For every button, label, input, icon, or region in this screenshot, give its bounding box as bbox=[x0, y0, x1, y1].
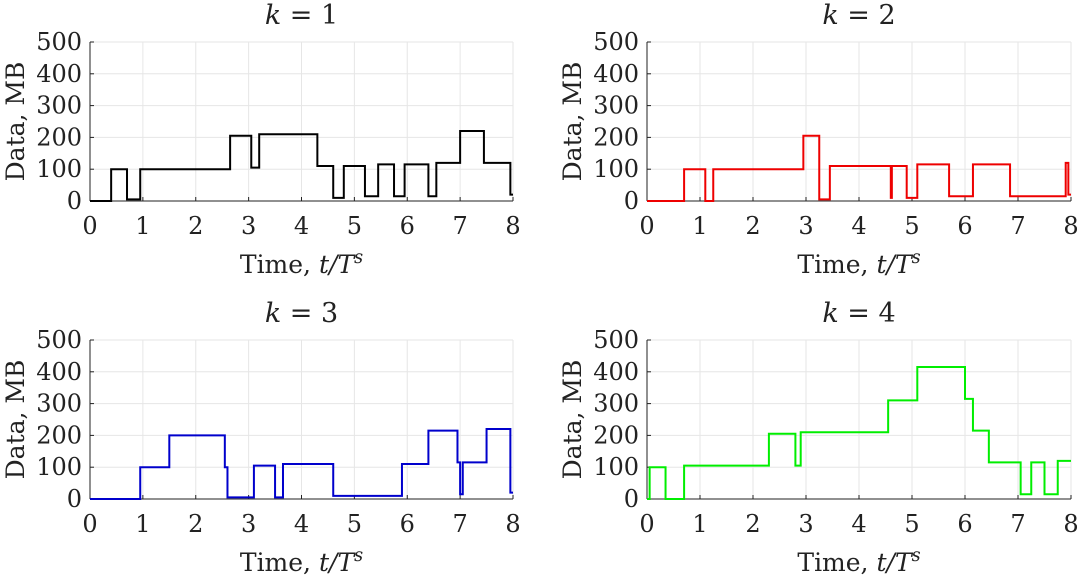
x-tick-label: 5 bbox=[904, 510, 919, 538]
y-tick-label: 400 bbox=[593, 60, 639, 88]
x-tick-label: 7 bbox=[452, 510, 467, 538]
x-tick-label: 5 bbox=[347, 510, 362, 538]
x-tick-label: 0 bbox=[82, 510, 97, 538]
chart-panel-3: 0 1 2 3 4 5 6 7 8 0 100 200 300 400 500 k = 3 Time, t/Ts… bbox=[1, 298, 521, 577]
y-tick-label: 200 bbox=[593, 123, 639, 151]
y-tick-label: 100 bbox=[36, 453, 82, 481]
x-tick-label: 7 bbox=[1010, 510, 1025, 538]
x-tick-label: 2 bbox=[745, 212, 760, 240]
y-axis-label: Data, MB bbox=[1, 62, 30, 182]
x-tick-label: 2 bbox=[188, 212, 203, 240]
y-tick-label: 400 bbox=[36, 60, 82, 88]
x-tick-label: 2 bbox=[745, 510, 760, 538]
x-tick-label: 8 bbox=[505, 212, 520, 240]
y-tick-label: 100 bbox=[593, 155, 639, 183]
y-tick-label: 300 bbox=[36, 92, 82, 120]
y-tick-label: 300 bbox=[593, 390, 639, 418]
y-tick-label: 500 bbox=[36, 28, 82, 56]
y-tick-label: 0 bbox=[624, 485, 639, 513]
y-tick-label: 200 bbox=[593, 421, 639, 449]
x-tick-label: 3 bbox=[241, 510, 256, 538]
x-axis-label: Time, t/Ts bbox=[240, 248, 363, 279]
x-tick-label: 1 bbox=[135, 510, 150, 538]
y-tick-label: 0 bbox=[624, 187, 639, 215]
x-tick-label: 3 bbox=[798, 212, 813, 240]
x-tick-label: 4 bbox=[294, 510, 309, 538]
x-tick-label: 3 bbox=[798, 510, 813, 538]
x-tick-label: 5 bbox=[904, 212, 919, 240]
series-line bbox=[90, 130, 513, 202]
x-tick-label: 8 bbox=[1063, 510, 1078, 538]
y-tick-label: 400 bbox=[593, 358, 639, 386]
x-tick-label: 4 bbox=[851, 212, 866, 240]
y-tick-label: 200 bbox=[36, 123, 82, 151]
y-tick-label: 300 bbox=[593, 92, 639, 120]
y-tick-label: 200 bbox=[36, 421, 82, 449]
x-tick-label: 8 bbox=[1063, 212, 1078, 240]
y-tick-label: 500 bbox=[593, 28, 639, 56]
y-tick-label: 400 bbox=[36, 358, 82, 386]
x-tick-label: 6 bbox=[400, 212, 415, 240]
series-line bbox=[647, 134, 1071, 202]
x-axis-label: Time, t/Ts bbox=[797, 546, 920, 577]
x-tick-label: 6 bbox=[400, 510, 415, 538]
chart-title: k = 1 bbox=[265, 0, 338, 31]
chart-title: k = 2 bbox=[822, 0, 895, 31]
x-tick-label: 0 bbox=[639, 212, 654, 240]
x-tick-label: 5 bbox=[347, 212, 362, 240]
x-tick-label: 6 bbox=[957, 510, 972, 538]
x-tick-label: 1 bbox=[135, 212, 150, 240]
x-axis-label: Time, t/Ts bbox=[797, 248, 920, 279]
x-tick-label: 1 bbox=[692, 510, 707, 538]
chart-title: k = 3 bbox=[265, 298, 338, 329]
x-tick-label: 0 bbox=[639, 510, 654, 538]
y-axis-label: Data, MB bbox=[558, 62, 587, 182]
x-tick-label: 2 bbox=[188, 510, 203, 538]
chart-title: k = 4 bbox=[822, 298, 895, 329]
x-tick-label: 6 bbox=[957, 212, 972, 240]
chart-panel-4: 0 1 2 3 4 5 6 7 8 0 100 200 300 400 500 k = 4 Time, t/Ts… bbox=[558, 298, 1079, 577]
x-tick-label: 8 bbox=[505, 510, 520, 538]
x-tick-label: 0 bbox=[82, 212, 97, 240]
y-axis-label: Data, MB bbox=[1, 360, 30, 480]
chart-panel-2: 0 1 2 3 4 5 6 7 8 0 100 200 300 400 500 k = 2 Time, t/Ts… bbox=[558, 0, 1079, 279]
x-tick-label: 1 bbox=[692, 212, 707, 240]
x-tick-label: 3 bbox=[241, 212, 256, 240]
y-axis-label: Data, MB bbox=[558, 360, 587, 480]
x-tick-label: 7 bbox=[452, 212, 467, 240]
y-tick-label: 0 bbox=[67, 485, 82, 513]
y-tick-label: 500 bbox=[593, 326, 639, 354]
x-tick-label: 7 bbox=[1010, 212, 1025, 240]
y-tick-label: 100 bbox=[593, 453, 639, 481]
series-line bbox=[90, 428, 513, 500]
x-tick-label: 4 bbox=[851, 510, 866, 538]
chart-panel-1: 0 1 2 3 4 5 6 7 8 0 100 200 300 400 500 k = 1 Time, t/Ts… bbox=[1, 0, 521, 279]
series-line bbox=[647, 366, 1071, 500]
y-tick-label: 500 bbox=[36, 326, 82, 354]
y-tick-label: 100 bbox=[36, 155, 82, 183]
x-axis-label: Time, t/Ts bbox=[240, 546, 363, 577]
y-tick-label: 300 bbox=[36, 390, 82, 418]
x-tick-label: 4 bbox=[294, 212, 309, 240]
y-tick-label: 0 bbox=[67, 187, 82, 215]
